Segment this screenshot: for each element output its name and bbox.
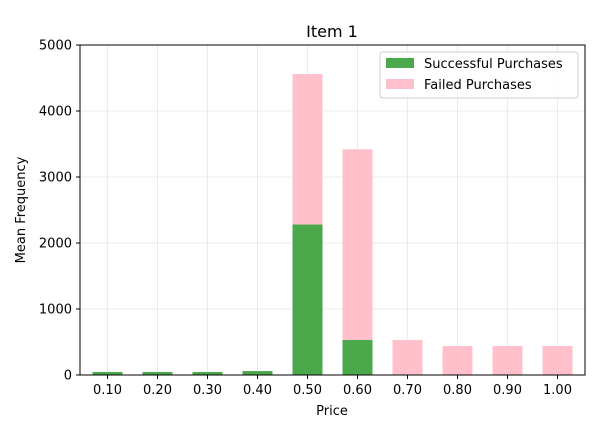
bar-successful-0.30 (192, 372, 223, 375)
x-tick-label: 0.20 (143, 383, 172, 398)
x-tick-label: 0.10 (93, 383, 122, 398)
bar-failed-0.80 (442, 345, 473, 375)
y-axis-label: Mean Frequency (14, 156, 29, 263)
bar-successful-0.10 (92, 372, 123, 375)
legend-box (379, 51, 579, 99)
y-tick-label: 3000 (39, 171, 72, 186)
legend-label: Failed Purchases (424, 78, 532, 93)
y-tick-label: 1000 (39, 303, 72, 318)
legend-label: Successful Purchases (424, 57, 563, 72)
x-tick-label: 1.00 (543, 383, 572, 398)
x-tick-label: 0.40 (243, 383, 272, 398)
bar-failed-0.90 (492, 345, 523, 375)
x-tick-label: 0.30 (193, 383, 222, 398)
y-tick-label: 0 (64, 369, 72, 384)
bar-successful-0.50 (292, 224, 323, 375)
bar-successful-0.60 (342, 340, 373, 375)
x-tick-label: 0.50 (293, 383, 322, 398)
y-tick-label: 4000 (39, 105, 72, 120)
x-axis-label: Price (316, 404, 348, 419)
bars (92, 74, 573, 375)
chart-title: Item 1 (306, 22, 358, 41)
bar-successful-0.20 (142, 372, 173, 375)
x-tick-label: 0.70 (393, 383, 422, 398)
y-tick-label: 5000 (39, 39, 72, 54)
plot-frame (79, 44, 586, 376)
legend-swatch (386, 79, 414, 89)
x-tick-label: 0.90 (493, 383, 522, 398)
bar-failed-0.50 (292, 74, 323, 225)
x-axis: 0.10 0.20 0.30 0.40 0.50 0.60 0.70 0.80 0.90 1.00 (93, 375, 572, 398)
y-tick-label: 2000 (39, 237, 72, 252)
x-tick-label: 0.60 (343, 383, 372, 398)
bar-failed-1.00 (542, 345, 573, 375)
bar-failed-0.70 (392, 340, 423, 375)
bar-successful-0.40 (242, 371, 273, 375)
x-tick-label: 0.80 (443, 383, 472, 398)
legend: Successful Purchases Failed Purchases (379, 51, 579, 99)
y-axis: 0 1000 2000 3000 4000 5000 (39, 39, 80, 384)
legend-swatch (386, 58, 414, 68)
bar-failed-0.60 (342, 149, 373, 341)
